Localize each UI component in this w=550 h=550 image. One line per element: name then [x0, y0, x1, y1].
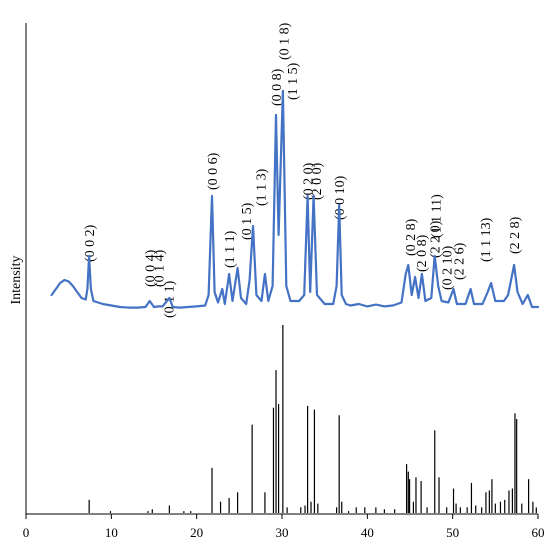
peak-label: (1 1 11) — [430, 194, 445, 238]
peak-label: (0 0 4) — [144, 249, 159, 287]
peak-label: (1 1 3) — [255, 168, 270, 206]
x-axis-ticks: 0 10 20 30 40 50 60 — [23, 514, 545, 540]
peak-label: (0 1 5) — [240, 202, 255, 240]
peak-label: (0 1 8) — [278, 22, 293, 60]
peak-label: (2 0 8) — [415, 234, 430, 272]
peak-label: (1 1 1) — [223, 230, 238, 268]
experimental-pattern — [50, 89, 540, 309]
peak-label: (0 2 0) — [302, 162, 317, 200]
x-tick-label: 10 — [105, 525, 118, 540]
x-tick-label: 40 — [361, 525, 374, 540]
peak-label: (0 0 10) — [333, 175, 348, 220]
peak-label: (0 1 4) — [152, 249, 167, 287]
peak-label: (0 0 8) — [270, 68, 285, 106]
peak-label: (2 2 6) — [453, 242, 468, 280]
x-tick-label: 30 — [276, 525, 289, 540]
peak-label: (0 0 2) — [83, 224, 98, 262]
peak-label: (1 1 13) — [479, 217, 494, 262]
peak-label: (1 1 5) — [286, 62, 301, 100]
reference-pattern — [88, 325, 537, 513]
peak-label: (0 0 6) — [206, 152, 221, 190]
peak-label: (0 2 8) — [404, 218, 419, 256]
x-tick-label: 0 — [23, 525, 30, 540]
peak-label: (2 2 0) — [429, 220, 444, 258]
x-tick-label: 20 — [190, 525, 203, 540]
x-tick-label: 60 — [532, 525, 545, 540]
experimental-series-line — [50, 89, 540, 309]
peak-label: (2 2 8) — [508, 216, 523, 254]
peak-annotations: (0 0 2)(0 0 4)(0 1 1)(0 1 4)(0 0 6)(1 1 … — [83, 22, 523, 318]
peak-label: (2 0 0) — [310, 162, 325, 200]
x-tick-label: 50 — [446, 525, 459, 540]
peak-label: (0 2 10) — [441, 245, 456, 290]
y-axis-label: Intensity — [9, 256, 24, 305]
